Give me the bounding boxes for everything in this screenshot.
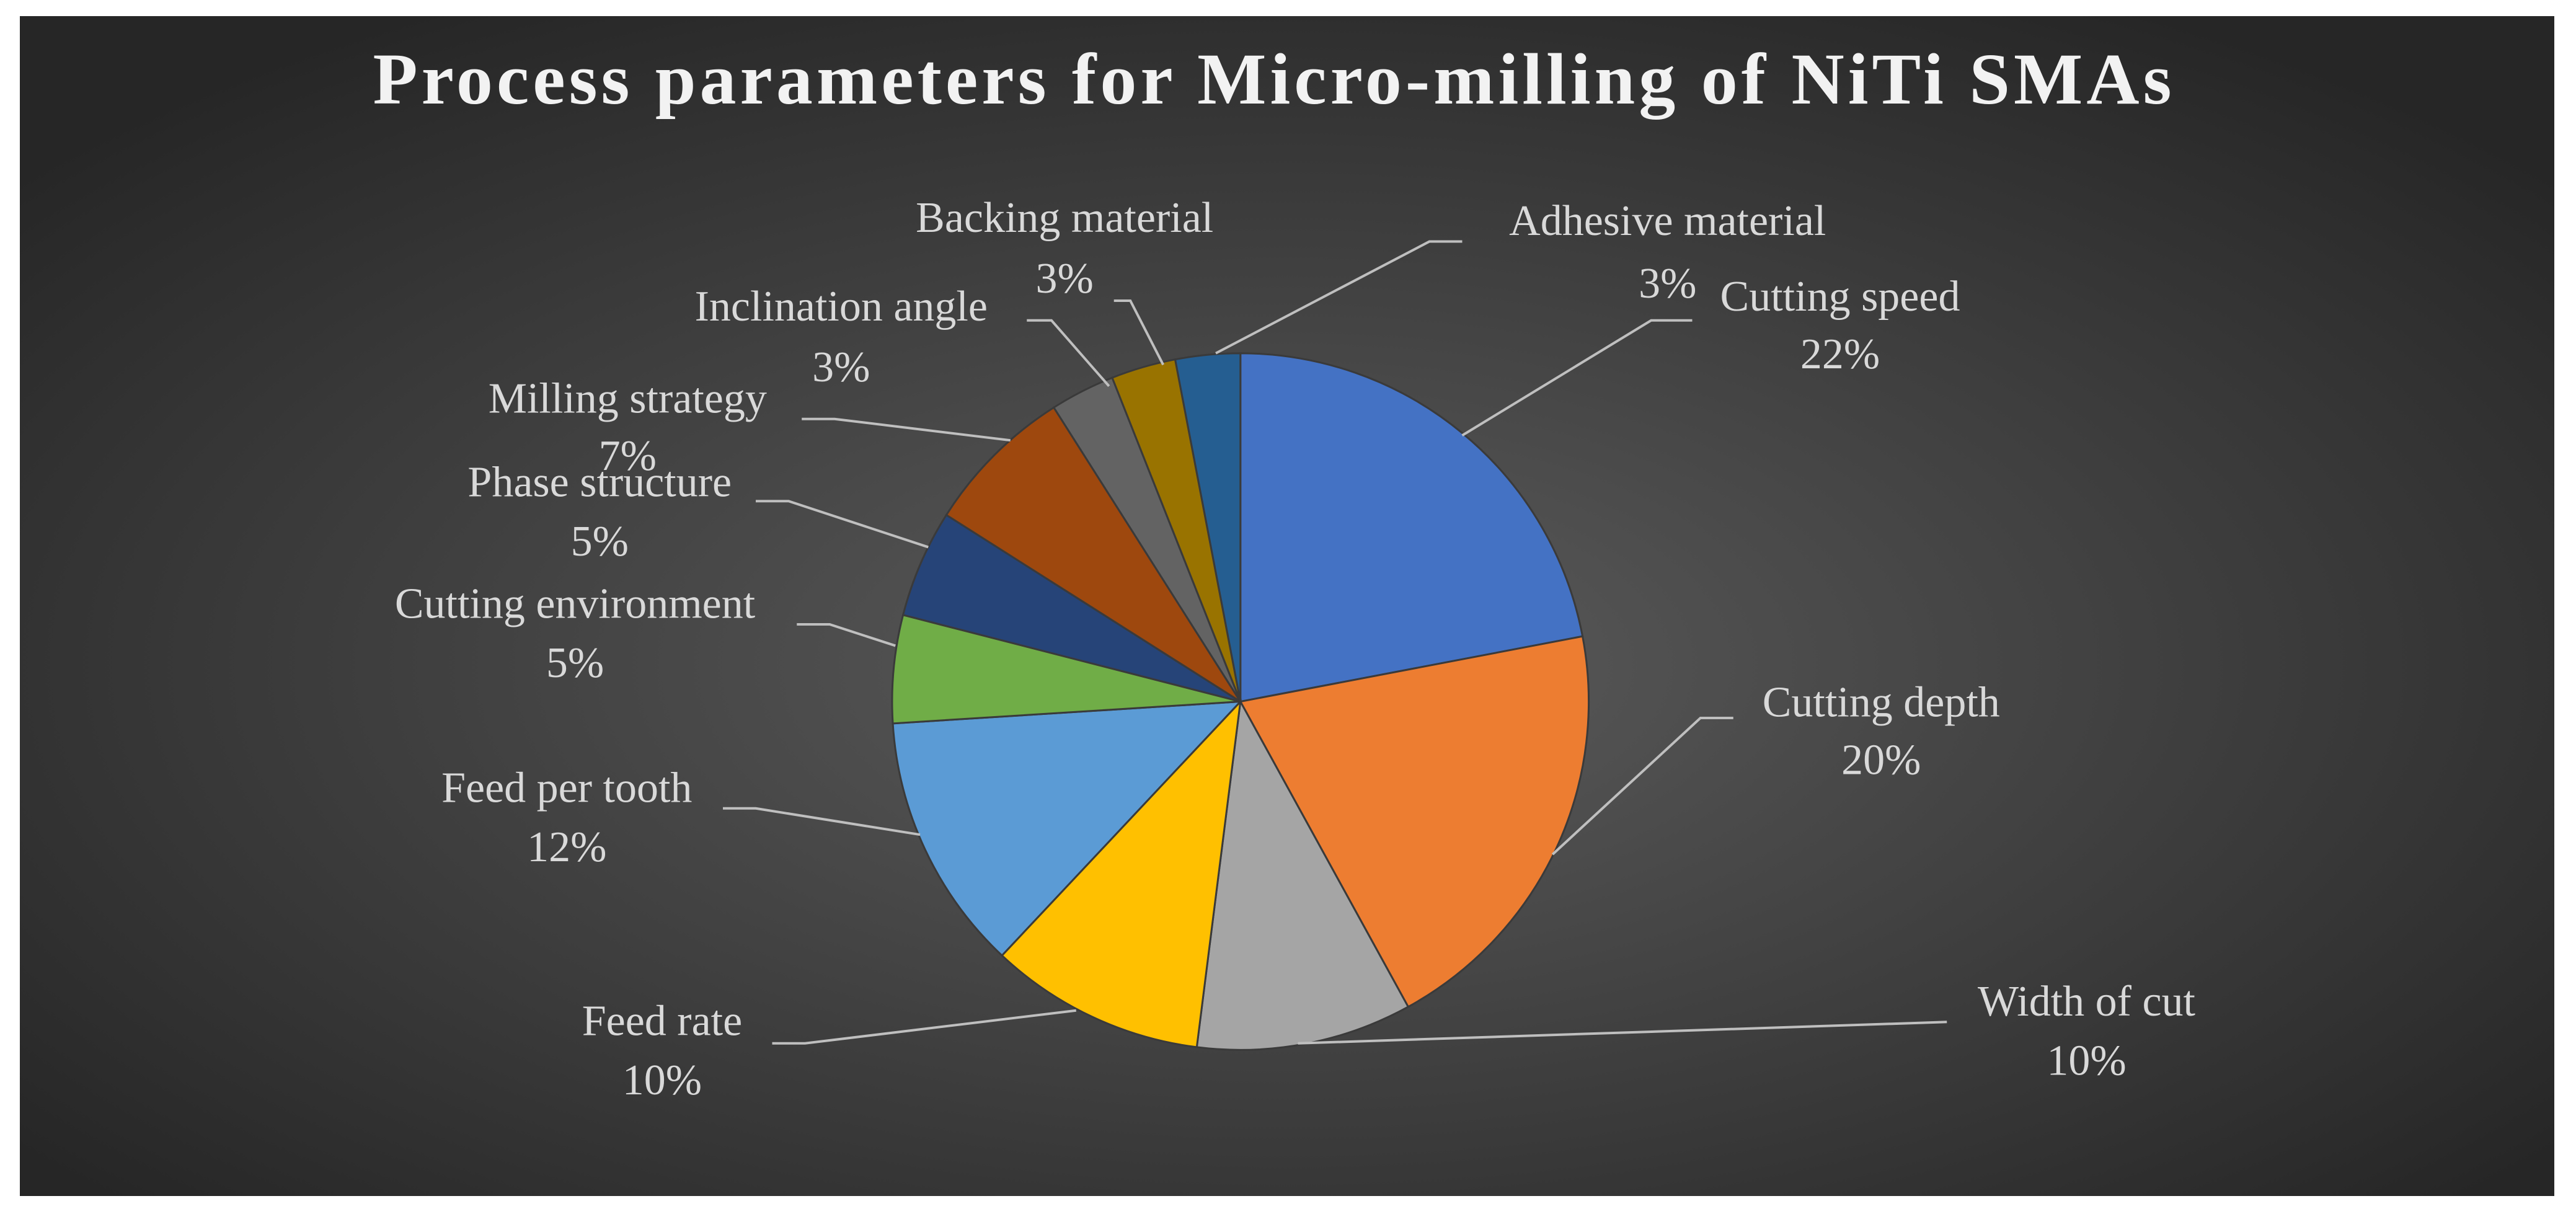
pie-slice: [1174, 352, 1242, 702]
data-label: 22%: [1800, 330, 1880, 378]
pie-slice: [1239, 352, 1584, 703]
category-label: Cutting speed: [1720, 273, 1960, 321]
category-label: Backing material: [916, 194, 1213, 242]
category-label: Phase structure: [467, 458, 732, 506]
leader-line: [802, 417, 1011, 442]
data-label: 7%: [599, 432, 657, 480]
leader-line: [1298, 1021, 1947, 1045]
leader-line: [1551, 717, 1733, 856]
category-label: Milling strategy: [489, 374, 767, 422]
pie-slice: [892, 700, 1243, 957]
leader-line: [723, 807, 921, 836]
leader-line: [797, 623, 896, 647]
leader-line: [772, 1009, 1076, 1045]
data-label: 5%: [571, 518, 629, 565]
category-label: Adhesive material: [1509, 197, 1826, 245]
category-label: Feed rate: [582, 998, 742, 1045]
data-label: 3%: [1036, 255, 1094, 303]
data-label: 10%: [2047, 1037, 2126, 1084]
category-label: Width of cut: [1978, 978, 2196, 1026]
category-label: Feed per tooth: [441, 764, 692, 812]
leader-line: [1027, 319, 1110, 388]
data-label: 3%: [1639, 260, 1696, 308]
category-label: Inclination angle: [695, 283, 988, 330]
leader-line: [1461, 319, 1693, 436]
chart-title: Process parameters for Micro-milling of …: [373, 38, 2175, 120]
leader-line: [1113, 299, 1164, 366]
category-label: Cutting environment: [395, 580, 756, 628]
leader-line: [1215, 240, 1463, 355]
plot-area: Cutting speed 22% Cutting depth 20% Width of…: [395, 194, 2196, 1104]
data-label: 3%: [812, 343, 870, 391]
pie-slice: [1239, 635, 1590, 1008]
pie-slice: [1001, 699, 1242, 1048]
category-label: Cutting depth: [1763, 679, 2000, 727]
pie-slice: [901, 513, 1241, 703]
data-label: 20%: [1841, 736, 1921, 784]
pie-slice: [945, 406, 1242, 702]
data-label: 10%: [622, 1057, 702, 1104]
pie-slice: [891, 614, 1241, 725]
data-label: 12%: [527, 823, 606, 871]
leader-line: [756, 500, 929, 549]
data-label: 5%: [546, 639, 604, 687]
